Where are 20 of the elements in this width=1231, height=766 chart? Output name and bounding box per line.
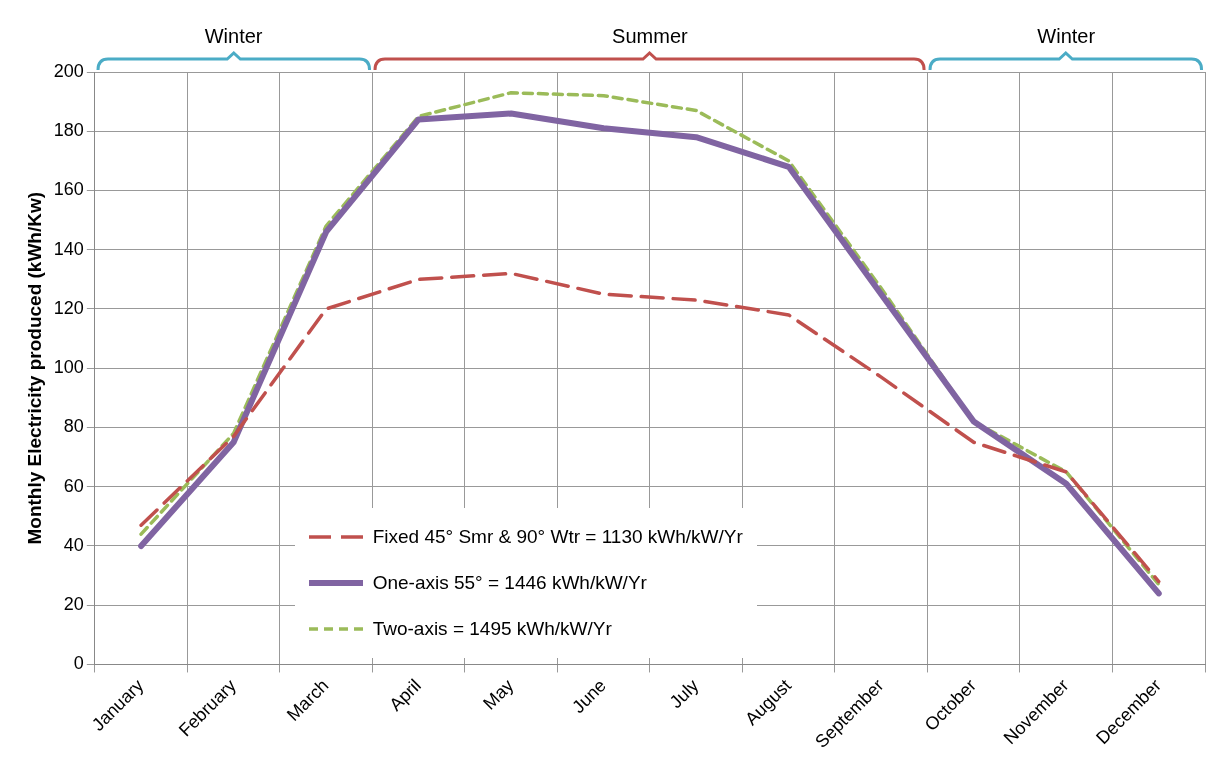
y-tick-label: 180 xyxy=(53,120,84,141)
text: Summer xyxy=(612,25,688,48)
y-tick-label: 120 xyxy=(53,297,84,318)
text: Winter xyxy=(1037,25,1096,48)
text: Winter xyxy=(204,25,263,48)
y-tick-label: 160 xyxy=(53,179,84,200)
legend-label: Two-axis = 1495 kWh/kW/Yr xyxy=(372,618,612,641)
legend-label: Fixed 45° Smr & 90° Wtr = 1130 kWh/kW/Yr xyxy=(372,526,743,549)
y-tick-label: 200 xyxy=(53,60,84,81)
y-tick-label: 40 xyxy=(63,534,84,555)
y-tick-label: 60 xyxy=(63,475,84,496)
y-tick-label: 100 xyxy=(53,357,84,378)
y-tick-label: 80 xyxy=(63,416,84,437)
legend-label: One-axis 55° = 1446 kWh/kW/Yr xyxy=(372,572,647,595)
y-axis-title: Monthly Electricity produced (kWh/Kw) xyxy=(23,191,45,545)
y-tick-label: 20 xyxy=(63,594,84,615)
y-tick-label: 140 xyxy=(53,238,84,259)
x-tick-label: May xyxy=(479,675,518,714)
y-tick-label: 0 xyxy=(73,653,84,674)
x-tick-label: July xyxy=(665,675,703,713)
